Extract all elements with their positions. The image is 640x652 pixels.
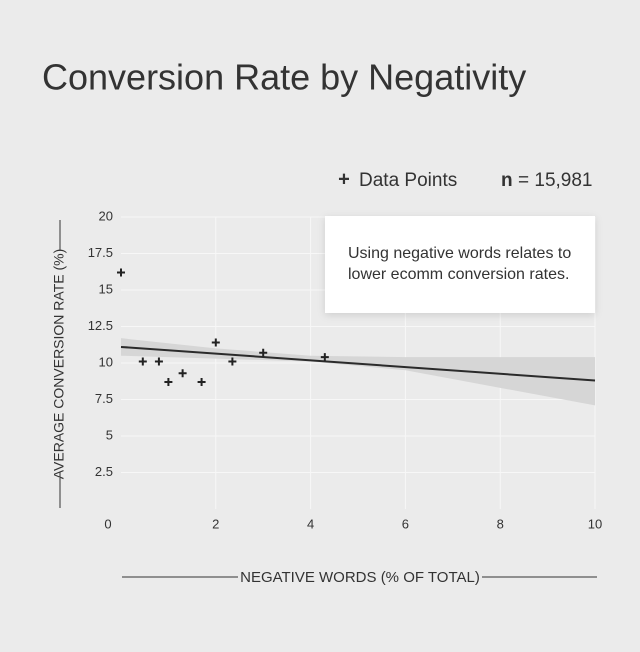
data-point — [178, 369, 187, 378]
x-tick-label: 0 — [104, 516, 111, 531]
x-tick-label: 4 — [307, 516, 314, 531]
y-tick-label: 17.5 — [88, 245, 113, 260]
data-point — [154, 357, 163, 366]
x-tick-label: 10 — [588, 516, 602, 531]
plot-area: 2.5 5 7.5 10 12.5 15 17.5 20 0 2 4 6 8 10 — [88, 208, 603, 531]
y-tick-label: 5 — [106, 427, 113, 442]
annotation: Using negative words relates to lower eco… — [325, 216, 595, 313]
sample-size-label: n — [501, 170, 513, 191]
data-point — [138, 357, 147, 366]
data-point — [164, 377, 173, 386]
x-tick-label: 2 — [212, 516, 219, 531]
annotation-text: Using negative words relates to — [348, 245, 571, 262]
annotation-box — [325, 216, 595, 313]
data-point — [259, 348, 268, 357]
y-axis-label: AVERAGE CONVERSION RATE (%) — [51, 249, 67, 480]
y-tick-label: 2.5 — [95, 464, 113, 479]
fit-line — [120, 345, 596, 382]
y-tick-label: 20 — [99, 208, 113, 223]
y-tick-label: 12.5 — [88, 318, 113, 333]
chart-title: Conversion Rate by Negativity — [42, 57, 526, 98]
x-tick-label: 8 — [497, 516, 504, 531]
data-point — [197, 377, 206, 386]
x-axis-label: NEGATIVE WORDS (% OF TOTAL) — [240, 569, 480, 586]
y-tick-label: 15 — [99, 281, 113, 296]
data-point — [228, 357, 237, 366]
sample-size-text: = 15,981 — [518, 170, 593, 191]
data-point — [211, 338, 220, 347]
legend-marker: + — [338, 168, 350, 190]
data-point — [320, 353, 329, 362]
legend-label: Data Points — [359, 170, 457, 191]
data-point — [117, 268, 125, 277]
y-tick-label: 10 — [99, 354, 113, 369]
y-tick-label: 7.5 — [95, 391, 113, 406]
annotation-text: lower ecomm conversion rates. — [348, 266, 569, 283]
x-tick-label: 6 — [402, 516, 409, 531]
